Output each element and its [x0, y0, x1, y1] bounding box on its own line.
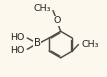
- Text: CH₃: CH₃: [34, 4, 51, 13]
- Text: CH₃: CH₃: [82, 40, 99, 49]
- Text: HO: HO: [10, 33, 24, 42]
- Text: O: O: [53, 16, 61, 25]
- Text: B: B: [34, 38, 41, 48]
- Text: HO: HO: [10, 46, 24, 55]
